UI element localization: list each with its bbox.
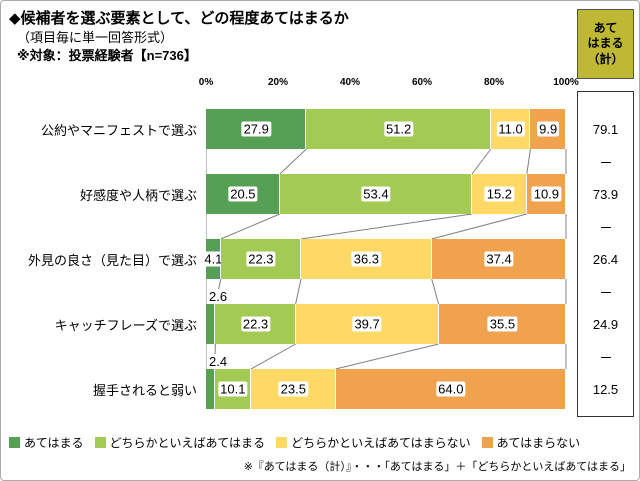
legend-swatch	[276, 437, 288, 448]
segment-value-label: 4.1	[202, 251, 225, 267]
segment-value-label: 11.0	[496, 121, 525, 137]
category-label: 握手されると弱い	[92, 382, 197, 398]
category-label: 好感度や人柄で選ぶ	[79, 187, 197, 203]
axis-tick: 60%	[411, 77, 433, 88]
legend-item: あてはまる	[9, 434, 84, 451]
axis-tick: 100%	[553, 77, 579, 88]
segment-value-label: 15.2	[484, 186, 515, 202]
category-label: 外見の良さ（見た目）で選ぶ	[27, 252, 197, 268]
segment-value-label: 64.0	[436, 381, 466, 397]
summary-header-text: （計）	[587, 51, 624, 66]
legend: あてはまる どちらかといえばあてはまる どちらかといえばあてはまらない あてはま…	[9, 434, 635, 451]
legend-item: どちらかといえばあてはまる	[94, 434, 266, 451]
separator-dash	[600, 292, 611, 293]
bar-segment-1	[206, 304, 216, 344]
separator-dash	[600, 162, 611, 163]
separator-dash	[600, 357, 611, 358]
segment-value-label: 10.9	[531, 186, 562, 202]
segment-value-label: 2.6	[207, 289, 230, 304]
legend-label: どちらかといえばあてはまる	[109, 436, 266, 450]
segment-value-label: 22.3	[246, 251, 276, 267]
separator-dash	[600, 227, 611, 228]
stacked-bar-row: 20.5 53.4 15.2 10.9	[206, 174, 566, 214]
legend-label: あてはまる	[24, 436, 84, 450]
segment-value-label: 51.2	[383, 121, 414, 137]
stacked-bar-row: 27.9 51.2 11.0 9.9	[206, 109, 566, 149]
category-labels: 公約やマニフェストで選ぶ 好感度や人柄で選ぶ 外見の良さ（見た目）で選ぶ キャッ…	[5, 109, 201, 409]
segment-value-label: 10.1	[218, 381, 248, 397]
legend-swatch	[94, 437, 106, 448]
target-note: ※対象：投票経験者【n=736】	[17, 48, 197, 63]
legend-item: あてはまらない	[481, 434, 581, 451]
segment-value-label: 20.5	[228, 186, 258, 202]
axis-tick: 80%	[483, 77, 505, 88]
legend-label: どちらかといえばあてはまらない	[291, 436, 471, 450]
summary-header-text: はまる	[587, 36, 624, 51]
segment-value-label: 23.5	[278, 381, 308, 397]
segment-value-label: 2.4	[207, 354, 230, 369]
axis-tick: 20%	[267, 77, 289, 88]
legend-label: あてはまらない	[496, 436, 581, 450]
legend-swatch	[9, 437, 20, 448]
summary-value: 24.9	[592, 317, 619, 332]
category-label: キャッチフレーズで選ぶ	[54, 317, 197, 333]
axis-tick: 0%	[198, 77, 214, 88]
stacked-bar-row: 2.4 10.1 23.5 64.0	[206, 354, 566, 409]
summary-values-box: 79.1 73.9 26.4 24.9 12.5	[577, 91, 634, 417]
chart-title: ◆候補者を選ぶ要素として、どの程度あてはまるか	[9, 10, 349, 27]
segment-value-label: 27.9	[241, 121, 271, 137]
summary-header-text: あて	[593, 20, 618, 35]
segment-value-label: 39.7	[352, 316, 382, 332]
summary-value: 26.4	[592, 252, 619, 267]
bar-segment-1	[206, 369, 215, 409]
bars-area: 27.9 51.2 11.0 9.9 20.5 53.4 15.2 10.9 4.1 22.3 36…	[202, 109, 567, 409]
stacked-bar-row: 2.6 22.3 39.7 35.5	[206, 289, 566, 344]
stacked-bar-row: 4.1 22.3 36.3 37.4	[202, 239, 566, 279]
legend-item: どちらかといえばあてはまらない	[276, 434, 471, 451]
segment-value-label: 53.4	[361, 186, 391, 202]
segment-value-label: 22.3	[240, 316, 271, 332]
segment-value-label: 36.3	[351, 251, 382, 267]
chart-subtitle: （項目毎に単一回答形式）	[17, 30, 174, 45]
segment-value-label: 35.5	[487, 316, 518, 332]
x-axis: 0% 20% 40% 60% 80% 100%	[199, 77, 579, 91]
segment-value-label: 9.9	[537, 121, 560, 137]
segment-value-label: 37.4	[484, 251, 514, 267]
axis-tick: 40%	[339, 77, 361, 88]
category-label: 公約やマニフェストで選ぶ	[40, 122, 197, 138]
footer-note: ※『あてはまる（計）』・・・「あてはまる」＋「どちらかといえばあてはまる」	[243, 461, 631, 473]
summary-value: 12.5	[592, 382, 619, 397]
legend-swatch	[481, 437, 493, 448]
summary-header-box: あて はまる （計）	[577, 9, 634, 79]
summary-value: 79.1	[592, 122, 619, 137]
summary-value: 73.9	[592, 187, 619, 202]
